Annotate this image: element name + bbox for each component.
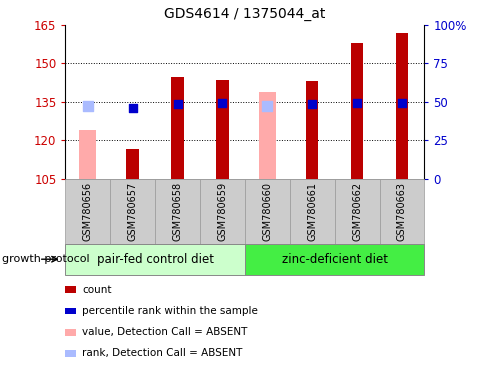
Bar <box>395 33 408 179</box>
Bar <box>171 78 183 179</box>
Text: count: count <box>82 285 111 295</box>
Text: GSM780656: GSM780656 <box>83 182 93 241</box>
Point <box>84 103 91 109</box>
Point <box>352 100 360 106</box>
Bar <box>216 80 228 179</box>
Text: GSM780657: GSM780657 <box>127 182 137 241</box>
Point <box>308 101 316 108</box>
Text: zinc-deficient diet: zinc-deficient diet <box>281 253 387 266</box>
Bar <box>126 149 139 179</box>
Bar <box>79 130 96 179</box>
Bar <box>305 81 318 179</box>
Point <box>173 101 181 108</box>
Text: GSM780663: GSM780663 <box>396 182 406 241</box>
Title: GDS4614 / 1375044_at: GDS4614 / 1375044_at <box>164 7 325 21</box>
Text: GSM780659: GSM780659 <box>217 182 227 241</box>
Text: value, Detection Call = ABSENT: value, Detection Call = ABSENT <box>82 327 247 337</box>
Text: percentile rank within the sample: percentile rank within the sample <box>82 306 257 316</box>
Point <box>397 100 405 106</box>
Text: GSM780660: GSM780660 <box>262 182 272 241</box>
Bar <box>350 43 363 179</box>
Text: GSM780661: GSM780661 <box>306 182 317 241</box>
Point <box>218 100 226 106</box>
Text: GSM780662: GSM780662 <box>351 182 362 241</box>
Bar <box>258 91 275 179</box>
Point <box>129 105 136 111</box>
Text: pair-fed control diet: pair-fed control diet <box>96 253 213 266</box>
Point <box>263 103 271 109</box>
Text: rank, Detection Call = ABSENT: rank, Detection Call = ABSENT <box>82 348 242 358</box>
Text: growth protocol: growth protocol <box>2 254 90 264</box>
Text: GSM780658: GSM780658 <box>172 182 182 241</box>
